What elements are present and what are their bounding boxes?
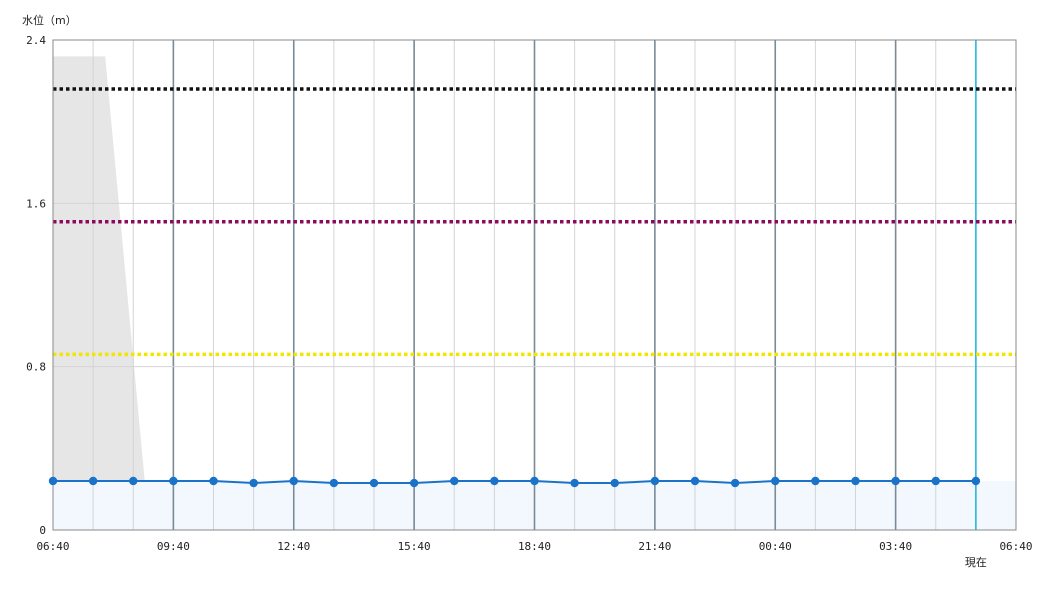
data-point <box>48 476 58 486</box>
data-point <box>690 476 700 486</box>
x-tick-label: 15:40 <box>398 540 431 553</box>
data-point <box>169 476 178 486</box>
x-tick-label: 09:40 <box>157 540 190 553</box>
y-tick-label: 0.8 <box>26 361 46 374</box>
x-tick-label: 12:40 <box>277 540 310 553</box>
data-point <box>931 476 940 486</box>
data-point <box>610 478 619 488</box>
y-tick-label: 2.4 <box>26 34 46 47</box>
data-point <box>650 476 660 486</box>
data-point <box>409 478 419 488</box>
data-point <box>530 476 539 486</box>
x-tick-label: 03:40 <box>879 540 912 553</box>
now-label: 現在 <box>965 556 987 569</box>
y-tick-label: 1.6 <box>26 197 46 210</box>
x-tick-label: 18:40 <box>518 540 551 553</box>
data-point <box>249 478 258 488</box>
data-point <box>329 478 339 488</box>
y-tick-label: 0 <box>39 524 46 537</box>
data-point <box>289 476 298 486</box>
x-tick-label: 06:40 <box>999 540 1032 553</box>
shaded-region <box>53 56 150 530</box>
data-point <box>490 476 499 486</box>
x-tick-label: 21:40 <box>638 540 671 553</box>
data-point <box>851 476 860 486</box>
data-point <box>891 476 900 486</box>
x-tick-label: 06:40 <box>36 540 69 553</box>
data-point <box>129 476 138 486</box>
data-point <box>811 476 820 486</box>
series-line <box>53 479 976 485</box>
data-point <box>209 476 218 486</box>
data-point <box>771 476 780 486</box>
y-axis-label: 水位（m） <box>22 13 77 27</box>
data-point <box>570 478 579 488</box>
data-point <box>369 478 379 488</box>
data-point <box>88 476 98 486</box>
plot-frame <box>52 39 1017 531</box>
x-tick-label: 00:40 <box>759 540 792 553</box>
data-point <box>971 476 981 486</box>
data-point <box>730 478 740 488</box>
data-point <box>450 476 459 486</box>
